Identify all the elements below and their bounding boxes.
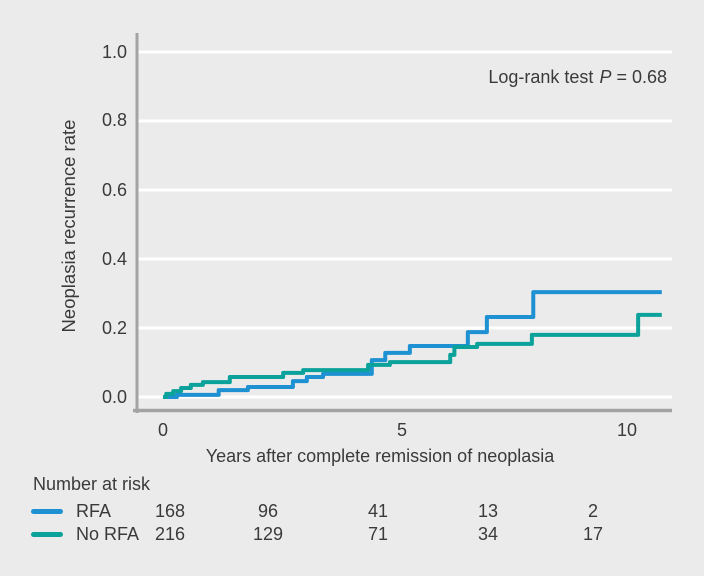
risk-row-label-rfa: RFA (76, 501, 112, 521)
y-tick-label: 1.0 (101, 42, 127, 62)
risk-table-header: Number at risk (33, 474, 151, 494)
y-tick-label: 0.4 (101, 249, 127, 269)
x-tick-label: 0 (157, 420, 169, 440)
risk-count: 34 (477, 524, 499, 544)
risk-count: 2 (587, 501, 598, 521)
x-tick-label: 10 (616, 420, 638, 440)
logrank-p-symbol: P (599, 67, 612, 87)
y-tick-label: 0.8 (101, 110, 127, 130)
risk-row-label-no-rfa: No RFA (76, 524, 140, 544)
risk-count: 71 (367, 524, 389, 544)
risk-count: 129 (252, 524, 284, 544)
y-tick-label: 0.2 (101, 318, 127, 338)
risk-count: 13 (477, 501, 499, 521)
logrank-prefix: Log-rank test (488, 67, 594, 87)
risk-count: 41 (367, 501, 389, 521)
x-tick-label: 5 (396, 420, 408, 440)
rfa-legend-line-icon (31, 509, 63, 514)
logrank-p-value: = 0.68 (616, 67, 667, 87)
y-tick-label: 0.0 (101, 387, 127, 407)
risk-count: 168 (154, 501, 186, 521)
y-tick-label: 0.6 (101, 180, 127, 200)
x-axis-title: Years after complete remission of neopla… (205, 446, 555, 466)
risk-count: 96 (257, 501, 279, 521)
no-rfa-legend-line-icon (31, 532, 63, 537)
risk-count: 216 (154, 524, 186, 544)
logrank-annotation: Log-rank test P = 0.68 (488, 66, 667, 88)
risk-count: 17 (582, 524, 604, 544)
